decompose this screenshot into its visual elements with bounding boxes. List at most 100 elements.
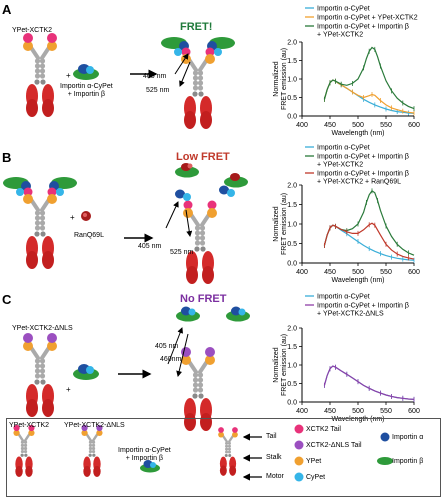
x-tick-label: 600 bbox=[408, 408, 420, 415]
panel-a-importin bbox=[73, 64, 99, 80]
panel-a-construct bbox=[23, 33, 57, 119]
panel-b-free-importin-1 bbox=[175, 163, 199, 178]
panel-b-free-importin-2 bbox=[175, 189, 191, 201]
panel-b-ran-label: RanQ69L bbox=[74, 232, 104, 239]
y-tick-label: 2.0 bbox=[287, 40, 297, 47]
x-tick-label: 600 bbox=[408, 122, 420, 129]
spectrum-chart-2: 400 450 500 550 600 0.0 0.5 1.0 1.5 2.0 Wavelength… bbox=[273, 294, 420, 424]
y-tick-label: 2.0 bbox=[287, 183, 297, 190]
panel-c-em: 460nm bbox=[160, 356, 182, 363]
key-swatches bbox=[294, 424, 393, 482]
legend-entry-1: Importin α-CyPet + YPet-XCTK2 bbox=[317, 15, 418, 22]
x-axis-label: Wavelength (nm) bbox=[331, 416, 384, 423]
panel-c-title: No FRET bbox=[180, 293, 227, 305]
legend-entry-2: Importin α-CyPet + Importin β + YPet-XCTK… bbox=[317, 171, 409, 186]
x-tick-label: 550 bbox=[380, 408, 392, 415]
key-col1: YPet-XCTK2 bbox=[9, 422, 50, 429]
x-tick-label: 450 bbox=[324, 269, 336, 276]
x-tick-label: 550 bbox=[380, 122, 392, 129]
key-part-tail: Tail bbox=[266, 433, 277, 440]
key-swatch-1 bbox=[294, 440, 304, 450]
y-axis-label: NormalizedFRET emission (au) bbox=[273, 193, 288, 255]
panel-c-plus: + bbox=[66, 385, 71, 394]
key-swatch-2 bbox=[294, 456, 304, 466]
y-tick-label: 0.0 bbox=[287, 261, 297, 268]
panel-c-construct bbox=[23, 333, 57, 419]
key-part-stalk: Stalk bbox=[266, 454, 282, 461]
series-line-0 bbox=[323, 365, 415, 400]
series-line-2 bbox=[323, 222, 415, 260]
y-tick-label: 0.5 bbox=[287, 241, 297, 248]
key-box bbox=[6, 418, 441, 497]
y-tick-label: 0.5 bbox=[287, 381, 297, 388]
key-item-2: YPet bbox=[306, 458, 322, 465]
panel-c-product bbox=[181, 347, 215, 433]
panel-c-construct-label: YPet-XCTK2-ΔNLS bbox=[12, 325, 73, 332]
x-tick-label: 500 bbox=[352, 269, 364, 276]
panel-c-ex: 405 nm bbox=[155, 343, 179, 350]
y-tick-label: 0.0 bbox=[287, 114, 297, 121]
panel-a-letter: A bbox=[2, 2, 12, 17]
y-tick-label: 0.5 bbox=[287, 95, 297, 102]
spectrum-chart-0: 400 450 500 550 600 0.0 0.5 1.0 1.5 2.0 Wavelength… bbox=[273, 6, 420, 138]
y-tick-label: 1.0 bbox=[287, 77, 297, 84]
key-item-1: XCTK2-ΔNLS Tail bbox=[306, 442, 362, 449]
key-kinesin-annotated bbox=[218, 427, 238, 477]
panel-a-construct-label: YPet-XCTK2 bbox=[12, 27, 53, 34]
x-tick-label: 600 bbox=[408, 269, 420, 276]
key-item-3: CyPet bbox=[306, 474, 326, 481]
series-line-2 bbox=[323, 46, 415, 110]
key-item-0: XCTK2 Tail bbox=[306, 426, 341, 433]
x-tick-label: 500 bbox=[352, 408, 364, 415]
key-col2: YPet-XCTK2-ΔNLS bbox=[64, 422, 125, 429]
panel-a-title: FRET! bbox=[180, 21, 213, 33]
spectrum-chart-1: 400 450 500 550 600 0.0 0.5 1.0 1.5 2.0 Wavelength… bbox=[273, 145, 420, 285]
key-swatch-0 bbox=[294, 424, 304, 434]
y-tick-label: 1.5 bbox=[287, 202, 297, 209]
x-axis-label: Wavelength (nm) bbox=[331, 130, 384, 137]
panel-a-em: 525 nm bbox=[146, 87, 170, 94]
key-construct-2 bbox=[81, 424, 103, 479]
panel-b-em: 525 nm bbox=[170, 249, 194, 256]
y-tick-label: 1.0 bbox=[287, 222, 297, 229]
x-tick-label: 400 bbox=[296, 408, 308, 415]
spectra-plots: 400 450 500 550 600 0.0 0.5 1.0 1.5 2.0 Wavelength… bbox=[273, 6, 420, 424]
legend-entry-2: Importin α-CyPet + Importin β + YPet-XCTK… bbox=[317, 24, 409, 39]
panel-c-letter: C bbox=[2, 292, 12, 307]
panel-b-free-importin-3 bbox=[224, 173, 248, 188]
y-tick-label: 0.0 bbox=[287, 400, 297, 407]
legend-entry-1: Importin α-CyPet + Importin β + YPet-XCTK… bbox=[317, 303, 409, 318]
legend-entry-0: Importin α-CyPet bbox=[317, 6, 370, 13]
key-item-4: Importin α bbox=[392, 434, 424, 441]
key-construct-1 bbox=[13, 424, 35, 479]
key-protein: Importin α-CyPet + Importin β bbox=[118, 447, 171, 462]
key-swatch-3 bbox=[294, 472, 304, 482]
legend-entry-0: Importin α-CyPet bbox=[317, 294, 370, 301]
panel-b-plus: + bbox=[70, 213, 75, 222]
panel-c-importin bbox=[73, 364, 99, 380]
y-tick-label: 1.5 bbox=[287, 58, 297, 65]
series-line-0 bbox=[323, 79, 415, 114]
x-tick-label: 500 bbox=[352, 122, 364, 129]
key-item-5: Importin β bbox=[392, 458, 424, 465]
panel-a-plus: + bbox=[66, 71, 71, 80]
ranq69l bbox=[81, 211, 91, 221]
x-tick-label: 450 bbox=[324, 122, 336, 129]
key-swatch-5 bbox=[377, 457, 393, 465]
key-swatch-4 bbox=[380, 432, 390, 442]
y-tick-label: 2.0 bbox=[287, 326, 297, 333]
legend-entry-1: Importin α-CyPet + Importin β + YPet-XCTK… bbox=[317, 154, 409, 169]
series-line-1 bbox=[323, 79, 415, 114]
panel-b-complex bbox=[3, 177, 77, 271]
x-tick-label: 400 bbox=[296, 122, 308, 129]
panel-b-ex: 405 nm bbox=[138, 243, 162, 250]
panel-b-title: Low FRET bbox=[176, 151, 230, 163]
panel-a-ex: 405 nm bbox=[143, 73, 167, 80]
legend-entry-0: Importin α-CyPet bbox=[317, 145, 370, 152]
panel-a-complex bbox=[161, 37, 235, 131]
panel-b-product bbox=[183, 200, 217, 286]
series-line-1 bbox=[323, 365, 415, 400]
y-tick-label: 1.5 bbox=[287, 344, 297, 351]
y-tick-label: 1.0 bbox=[287, 363, 297, 370]
